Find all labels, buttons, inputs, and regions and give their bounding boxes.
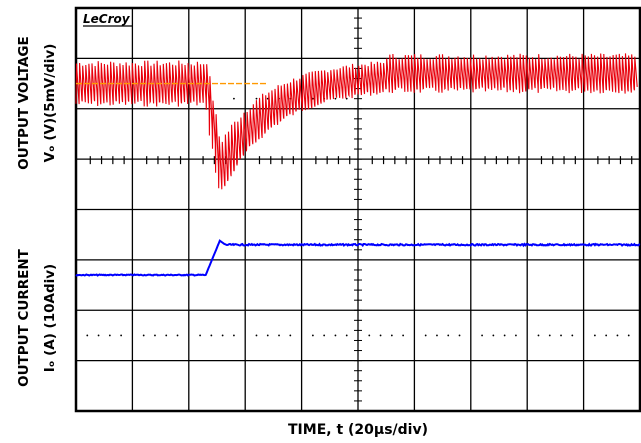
grid-dot [311, 334, 314, 337]
current-axis-label-line1: OUTPUT CURRENT [16, 248, 32, 387]
grid-dot [368, 334, 371, 337]
grid-dot [458, 334, 461, 337]
grid-dot [560, 334, 562, 337]
grid-dot [402, 334, 405, 337]
grid-dot [233, 97, 235, 100]
grid-dot [571, 334, 574, 337]
grid-dot [503, 334, 506, 337]
current-trace [75, 239, 641, 277]
grid-dot [515, 334, 517, 337]
grid-dot [289, 334, 292, 337]
grid-dot [86, 334, 89, 337]
grid-dot [233, 334, 235, 337]
grid-dot [154, 334, 156, 337]
grid-dot [334, 334, 337, 337]
y-axis-labels: OUTPUT VOLTAGE Vₒ (V)(5mV/div) OUTPUT CU… [16, 36, 58, 387]
brand-label: LeCroy [83, 12, 131, 26]
grid-dot [176, 334, 179, 337]
voltage-axis-label-line1: OUTPUT VOLTAGE [16, 36, 32, 169]
grid-dot [616, 334, 619, 337]
grid-dot [210, 334, 213, 337]
grid-dot [379, 334, 382, 337]
grid-dot [97, 334, 100, 337]
grid-dot [345, 97, 348, 100]
grid-dot [255, 334, 258, 337]
current-axis-label-line2: Iₒ (A) (10Adiv) [42, 264, 58, 372]
grid-dot [199, 334, 201, 337]
grid-dot [605, 334, 608, 337]
grid-dot [334, 97, 337, 100]
traces [75, 53, 641, 277]
grid-dot [108, 334, 111, 337]
grid-dot [424, 334, 427, 337]
grid-dot [447, 334, 450, 337]
grid-dot [345, 334, 348, 337]
grid-dot [492, 334, 495, 337]
voltage-axis-label-line2: Vₒ (V)(5mV/div) [42, 44, 58, 163]
grid-dot [142, 334, 145, 337]
grid-dot [255, 97, 258, 100]
grid-dot [627, 334, 630, 337]
voltage-trace [75, 53, 638, 190]
grid-dot [537, 334, 540, 337]
grid-dot [323, 334, 326, 337]
grid-dot [481, 334, 483, 337]
grid-dot [436, 334, 438, 337]
grid-dot [266, 334, 269, 337]
grid-dot [548, 334, 551, 337]
grid-dot [120, 334, 123, 337]
grid-dot [278, 334, 280, 337]
grid-dot [593, 334, 596, 337]
grid-dot [221, 334, 224, 337]
grid-dot [390, 334, 393, 337]
x-axis-label: TIME, t (20µs/div) [288, 422, 428, 438]
grid-dot [165, 334, 168, 337]
